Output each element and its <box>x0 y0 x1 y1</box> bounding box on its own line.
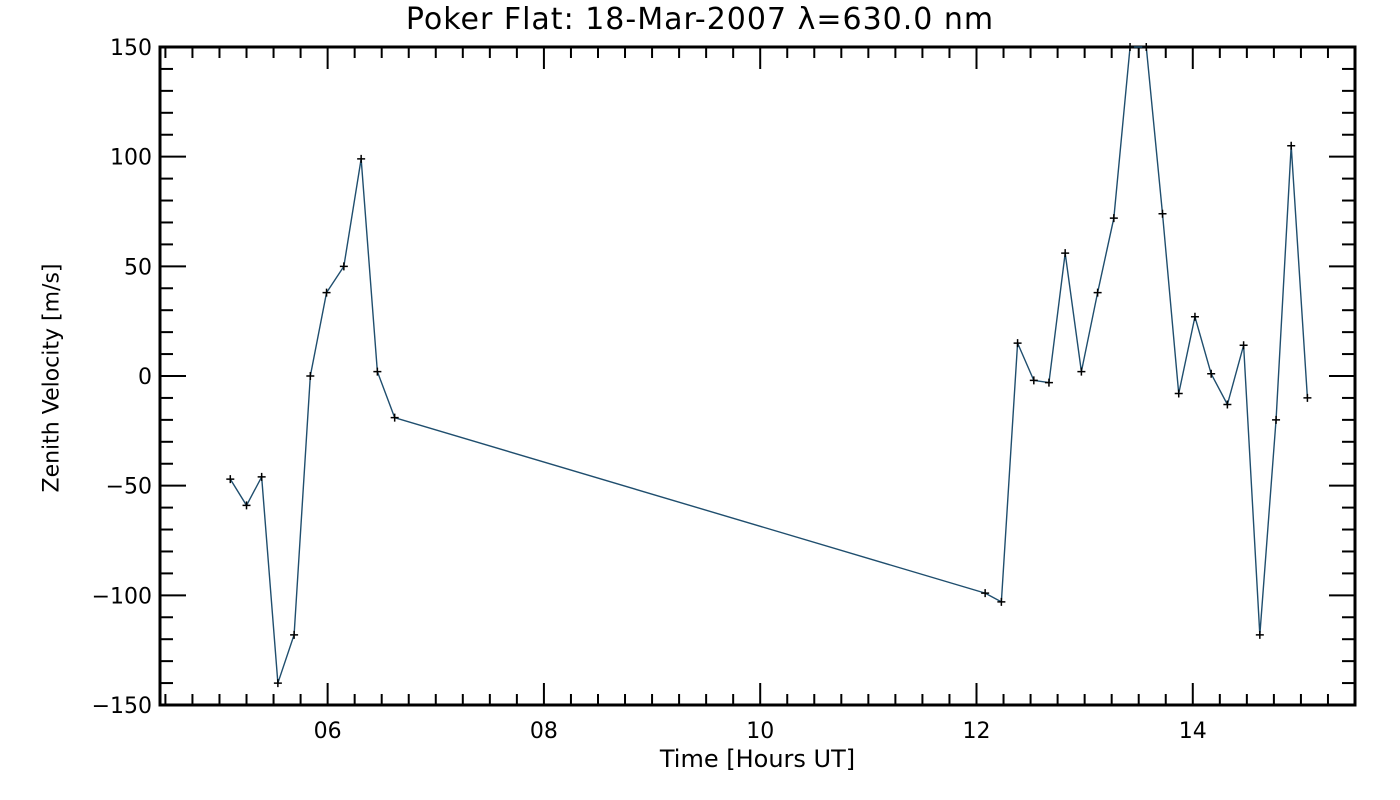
data-point <box>339 262 348 271</box>
series-line <box>229 46 1309 684</box>
data-point <box>1029 376 1038 385</box>
data-point <box>1077 367 1086 376</box>
y-tick-label: 0 <box>138 365 152 390</box>
data-point <box>1190 312 1199 321</box>
plot-frame <box>158 45 1357 707</box>
data-point <box>1239 341 1248 350</box>
y-tick-label: 100 <box>110 146 152 171</box>
data-point <box>1013 339 1022 348</box>
y-tick-label: 150 <box>110 36 152 61</box>
y-tick-label: −50 <box>106 475 152 500</box>
data-point <box>1255 630 1264 639</box>
y-tick-label: −150 <box>92 694 152 719</box>
y-tick-label: −100 <box>92 584 152 609</box>
data-point <box>226 475 235 484</box>
data-point <box>322 288 331 297</box>
data-point <box>357 154 366 163</box>
data-point <box>1044 378 1053 387</box>
data-point <box>373 367 382 376</box>
data-point <box>1061 249 1070 258</box>
data-point <box>290 630 299 639</box>
data-point <box>997 597 1006 606</box>
data-point <box>1223 400 1232 409</box>
y-tick-label: 50 <box>124 255 152 280</box>
data-point <box>1142 43 1151 51</box>
y-axis-label: Zenith Velocity [m/s] <box>39 263 65 493</box>
data-markers-layer <box>226 43 1312 688</box>
x-tick-label: 10 <box>746 719 774 744</box>
data-point <box>1109 214 1118 223</box>
data-point <box>1287 141 1296 150</box>
data-point <box>1207 369 1216 378</box>
x-tick-label: 14 <box>1179 719 1207 744</box>
x-tick-label: 12 <box>962 719 990 744</box>
axis-ticks: 06 08 10 12 14 −150 −100 −50 0 50 100 150 <box>92 36 1356 744</box>
data-point <box>257 472 266 481</box>
data-point <box>306 372 315 380</box>
data-point <box>1126 43 1135 51</box>
data-point <box>1174 389 1183 398</box>
x-tick-label: 06 <box>314 719 342 744</box>
data-point <box>273 679 282 688</box>
data-point <box>1303 393 1312 402</box>
data-point <box>1093 288 1102 297</box>
axes-frame <box>158 45 1357 707</box>
data-point <box>390 413 399 422</box>
data-point <box>1158 209 1167 218</box>
x-axis-label: Time [Hours UT] <box>659 745 856 773</box>
chart-title: Poker Flat: 18-Mar-2007 λ=630.0 nm <box>405 2 995 37</box>
data-point <box>1272 415 1281 424</box>
data-point <box>242 501 251 510</box>
x-tick-label: 08 <box>530 719 558 744</box>
data-point <box>981 589 990 598</box>
series-line-layer <box>229 46 1309 684</box>
